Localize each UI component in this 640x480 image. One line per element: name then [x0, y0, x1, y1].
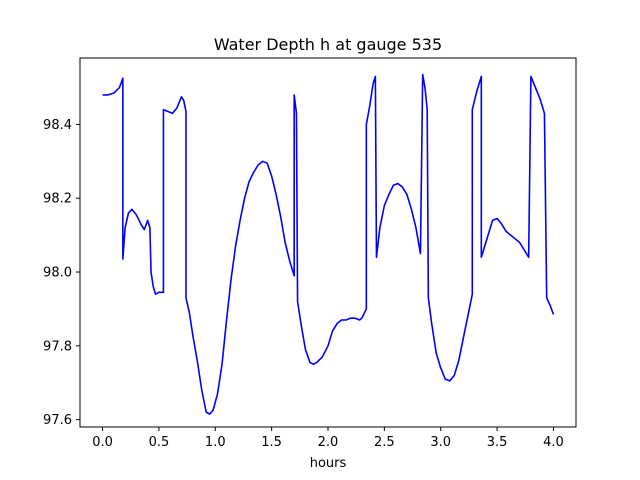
- x-tick-label: 2.0: [318, 435, 339, 450]
- y-tick-label: 98.2: [43, 192, 72, 207]
- x-axis-label: hours: [310, 456, 347, 471]
- x-tick-label: 2.5: [374, 435, 395, 450]
- x-tick-label: 3.0: [430, 435, 451, 450]
- x-tick-label: 3.5: [487, 435, 508, 450]
- chart-title: Water Depth h at gauge 535: [214, 35, 442, 54]
- x-tick-label: 4.0: [543, 435, 564, 450]
- x-tick-label: 0.5: [149, 435, 170, 450]
- x-axis: 0.0 0.5 1.0 1.5 2.0 2.5 3.0 3.5 4.0: [92, 427, 564, 450]
- series-line-1: [102, 73, 555, 415]
- x-tick-label: 0.0: [92, 435, 113, 450]
- y-tick-label: 98.4: [43, 118, 72, 133]
- x-tick-label: 1.0: [205, 435, 226, 450]
- y-axis: 97.6 97.8 98.0 98.2 98.4: [43, 118, 80, 428]
- y-tick-label: 97.6: [43, 413, 72, 428]
- y-tick-label: 97.8: [43, 339, 72, 354]
- x-tick-label: 1.5: [261, 435, 282, 450]
- y-tick-label: 98.0: [43, 266, 72, 281]
